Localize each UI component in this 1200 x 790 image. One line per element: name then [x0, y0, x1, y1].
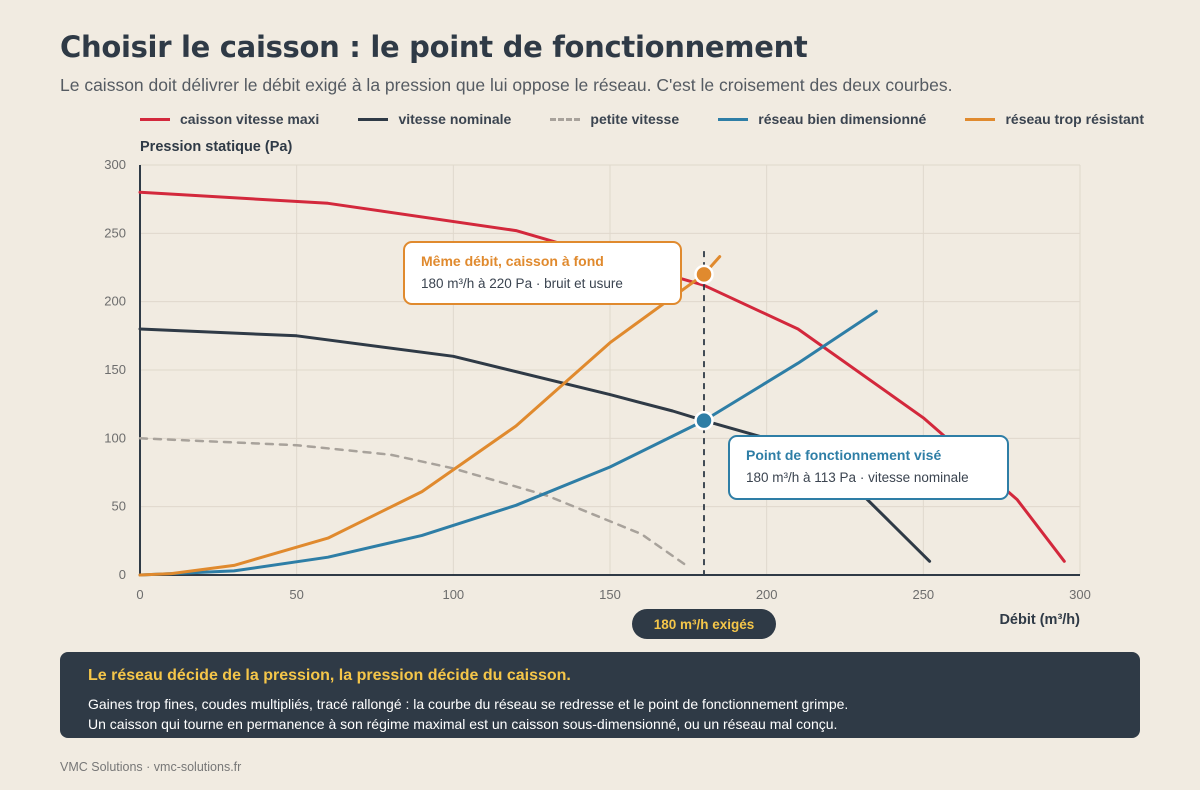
banner-line-1: Gaines trop fines, coudes multipliés, tr… — [88, 696, 849, 712]
legend-item-petite-vitesse: petite vitesse — [550, 111, 679, 127]
legend-swatch — [358, 117, 389, 121]
footer-credit: VMC Solutions · vmc-solutions.fr — [60, 760, 242, 774]
max-speed-point-marker — [694, 264, 714, 285]
legend-item-reseau-bien-dimensionne: réseau bien dimensionné — [718, 111, 926, 127]
legend-label: petite vitesse — [590, 111, 680, 127]
x-tick-label: 150 — [599, 587, 621, 602]
series-line-reseau-bien-dimensionne — [138, 309, 878, 577]
legend-item-caisson-vitesse-maxi: caisson vitesse maxi — [140, 111, 319, 127]
series-line-petite-vitesse — [138, 437, 690, 569]
x-tick-label: 50 — [289, 587, 303, 602]
legend-swatch — [965, 117, 996, 121]
legend-swatch — [718, 117, 749, 121]
y-tick-label: 200 — [104, 294, 126, 309]
summary-banner: Le réseau décide de la pression, la pres… — [60, 652, 1140, 738]
y-tick-label: 250 — [104, 225, 126, 240]
legend-item-reseau-trop-resistant: réseau trop résistant — [965, 111, 1144, 127]
x-axis-label: Débit (m³/h) — [999, 612, 1080, 628]
required-flow-badge: 180 m³/h exigés — [632, 609, 776, 639]
x-tick-label: 250 — [912, 587, 934, 602]
operating-point-marker — [694, 410, 714, 431]
callout-title: Point de fonctionnement visé — [746, 447, 942, 463]
callout-text: 180 m³/h à 113 Pa · vitesse nominale — [746, 470, 969, 485]
x-tick-label: 100 — [442, 587, 464, 602]
legend-label: vitesse nominale — [398, 111, 512, 127]
x-tick-label: 0 — [136, 587, 143, 602]
page-subtitle: Le caisson doit délivrer le débit exigé … — [60, 75, 953, 95]
callout-title: Même débit, caisson à fond — [421, 253, 604, 269]
x-tick-label: 200 — [756, 587, 778, 602]
y-tick-label: 100 — [104, 430, 126, 445]
banner-title: Le réseau décide de la pression, la pres… — [88, 667, 571, 684]
legend-item-vitesse-nominale: vitesse nominale — [358, 111, 511, 127]
y-tick-label: 50 — [112, 499, 126, 514]
banner-line-2: Un caisson qui tourne en permanence à so… — [88, 716, 838, 732]
legend-label: réseau bien dimensionné — [758, 111, 927, 127]
legend-swatch — [550, 117, 581, 121]
callout-max-speed: Même débit, caisson à fond 180 m³/h à 22… — [403, 241, 682, 305]
y-tick-label: 300 — [104, 157, 126, 172]
x-tick-label: 300 — [1069, 587, 1091, 602]
page-title: Choisir le caisson : le point de fonctio… — [60, 30, 808, 64]
callout-operating-point: Point de fonctionnement visé 180 m³/h à … — [728, 435, 1009, 500]
chart-legend: caisson vitesse maxi vitesse nominale pe… — [140, 111, 1144, 127]
legend-label: caisson vitesse maxi — [180, 111, 320, 127]
y-axis-label: Pression statique (Pa) — [140, 139, 293, 155]
legend-swatch — [140, 117, 170, 121]
y-tick-label: 0 — [119, 567, 126, 582]
y-tick-label: 150 — [104, 362, 126, 377]
callout-text: 180 m³/h à 220 Pa · bruit et usure — [421, 276, 623, 291]
legend-label: réseau trop résistant — [1005, 111, 1144, 127]
